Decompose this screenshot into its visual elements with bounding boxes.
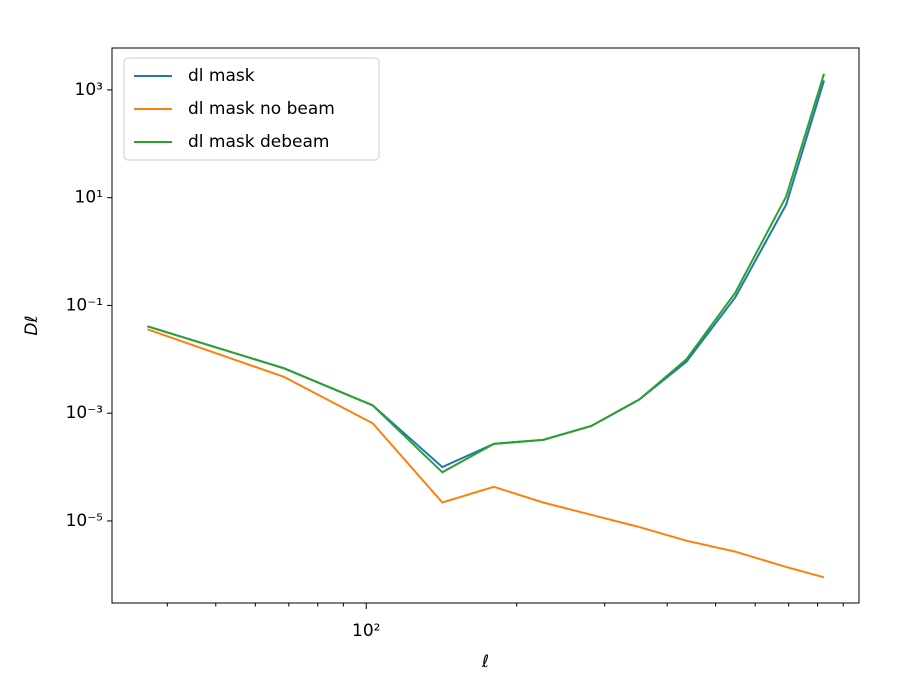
y-tick-label: 10⁻⁵ [66, 511, 103, 531]
y-tick-label: 10¹ [75, 188, 103, 208]
series-line [147, 328, 825, 579]
x-tick-label: 10² [352, 621, 380, 641]
legend-box [123, 57, 380, 161]
y-tick-label: 10³ [75, 80, 103, 100]
legend-label: dl mask no beam [188, 99, 335, 119]
legend-label: dl mask debeam [188, 132, 329, 152]
y-axis-label: Dℓ [22, 315, 42, 335]
legend-label: dl mask [188, 66, 255, 86]
plot-frame [111, 47, 860, 604]
series-line [147, 73, 825, 474]
y-tick-label: 10⁻³ [66, 403, 103, 423]
x-axis-label: ℓ [481, 652, 489, 672]
y-tick-label: 10⁻¹ [66, 295, 103, 315]
